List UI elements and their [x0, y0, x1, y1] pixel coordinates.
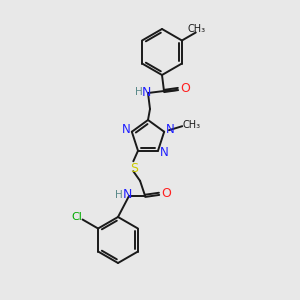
Text: O: O [161, 187, 171, 200]
Text: N: N [141, 86, 151, 100]
Text: Cl: Cl [71, 212, 82, 221]
Text: N: N [122, 123, 130, 136]
Text: CH₃: CH₃ [182, 120, 200, 130]
Text: CH₃: CH₃ [188, 23, 206, 34]
Text: S: S [130, 162, 138, 175]
Text: N: N [166, 123, 175, 136]
Text: O: O [180, 82, 190, 95]
Text: H: H [115, 190, 123, 200]
Text: N: N [122, 188, 132, 201]
Text: N: N [160, 146, 168, 159]
Text: H: H [135, 87, 143, 97]
